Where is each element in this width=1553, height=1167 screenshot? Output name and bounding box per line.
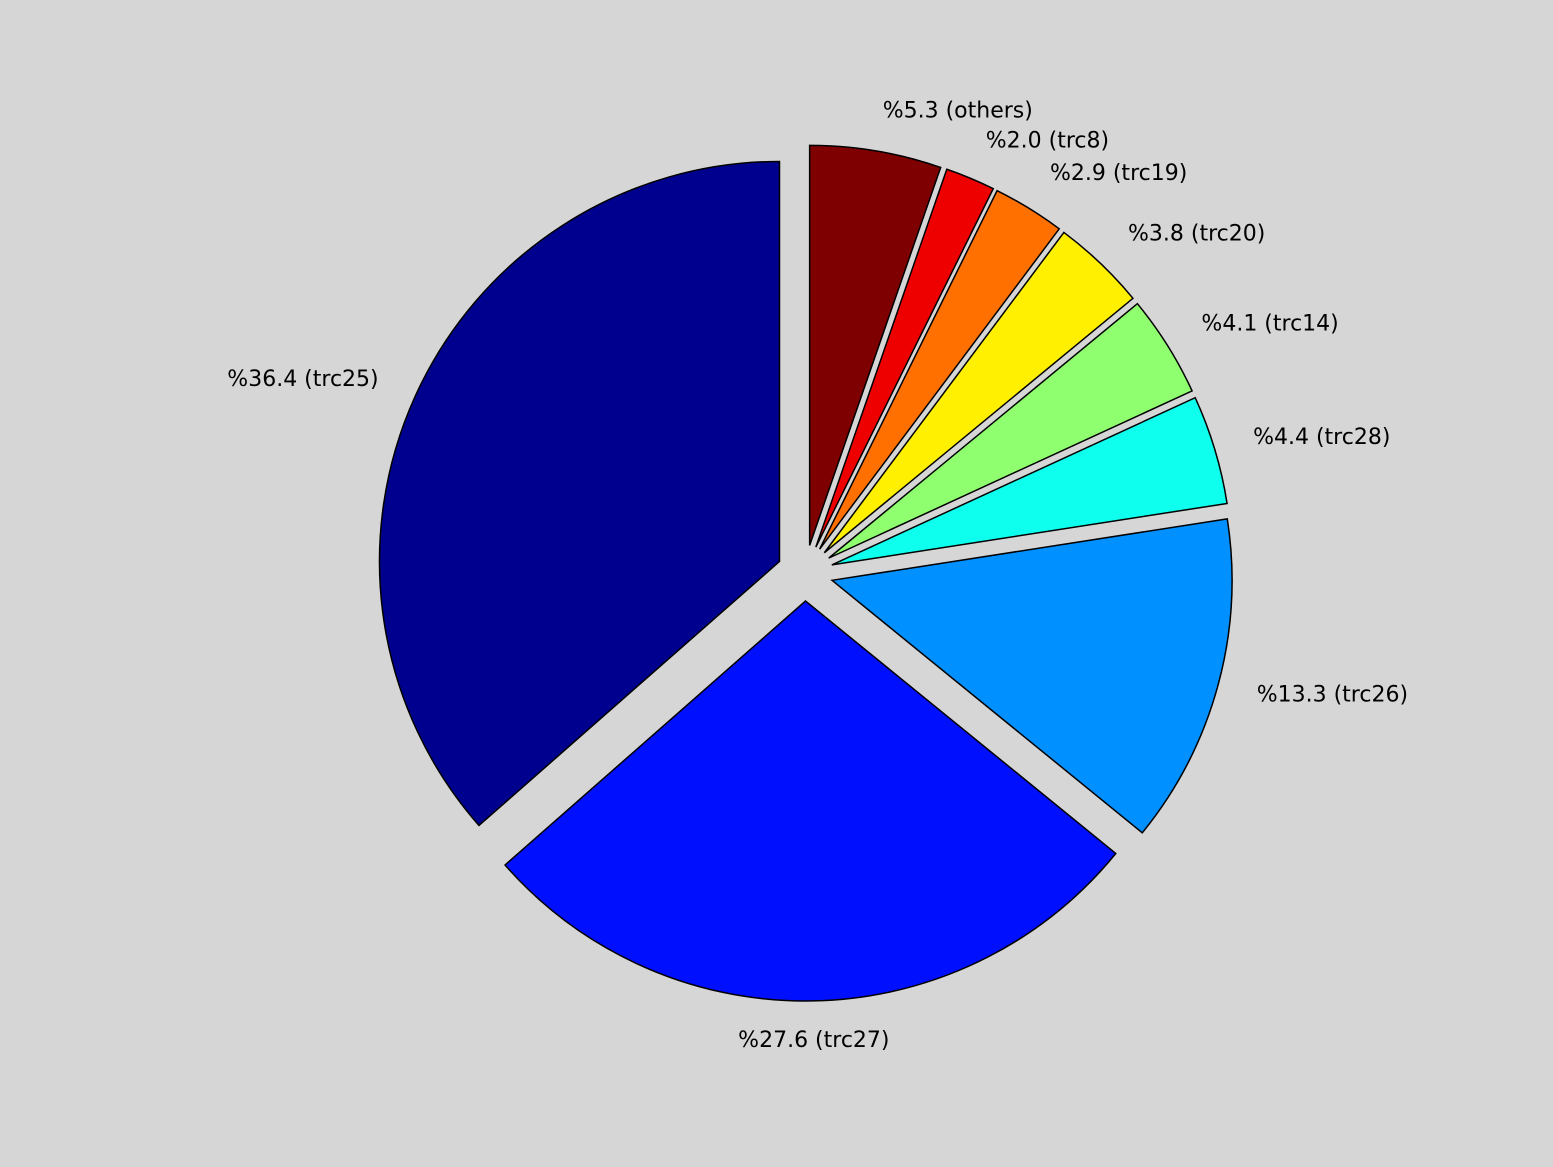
pie-slice: [378, 160, 781, 827]
pie-slice: [830, 518, 1233, 834]
slice-label: %4.1 (trc14): [1201, 311, 1338, 336]
slice-label: %2.0 (trc8): [986, 128, 1109, 153]
pie-slice: [831, 396, 1228, 566]
slice-label: %5.3 (others): [883, 98, 1033, 123]
pie-slice: [818, 189, 1061, 550]
slice-label: %13.3 (trc26): [1257, 682, 1408, 707]
pie-slice: [828, 302, 1194, 559]
pie-slice: [808, 144, 942, 546]
slice-label: %3.8 (trc20): [1128, 221, 1265, 246]
slice-label: %27.6 (trc27): [738, 1028, 889, 1053]
slice-label: %4.4 (trc28): [1253, 425, 1390, 450]
pie-slice: [503, 600, 1117, 1002]
pie-slice: [823, 231, 1135, 554]
pie-slice: [815, 168, 995, 548]
slice-label: %36.4 (trc25): [227, 367, 378, 392]
slice-label: %2.9 (trc19): [1050, 161, 1187, 186]
